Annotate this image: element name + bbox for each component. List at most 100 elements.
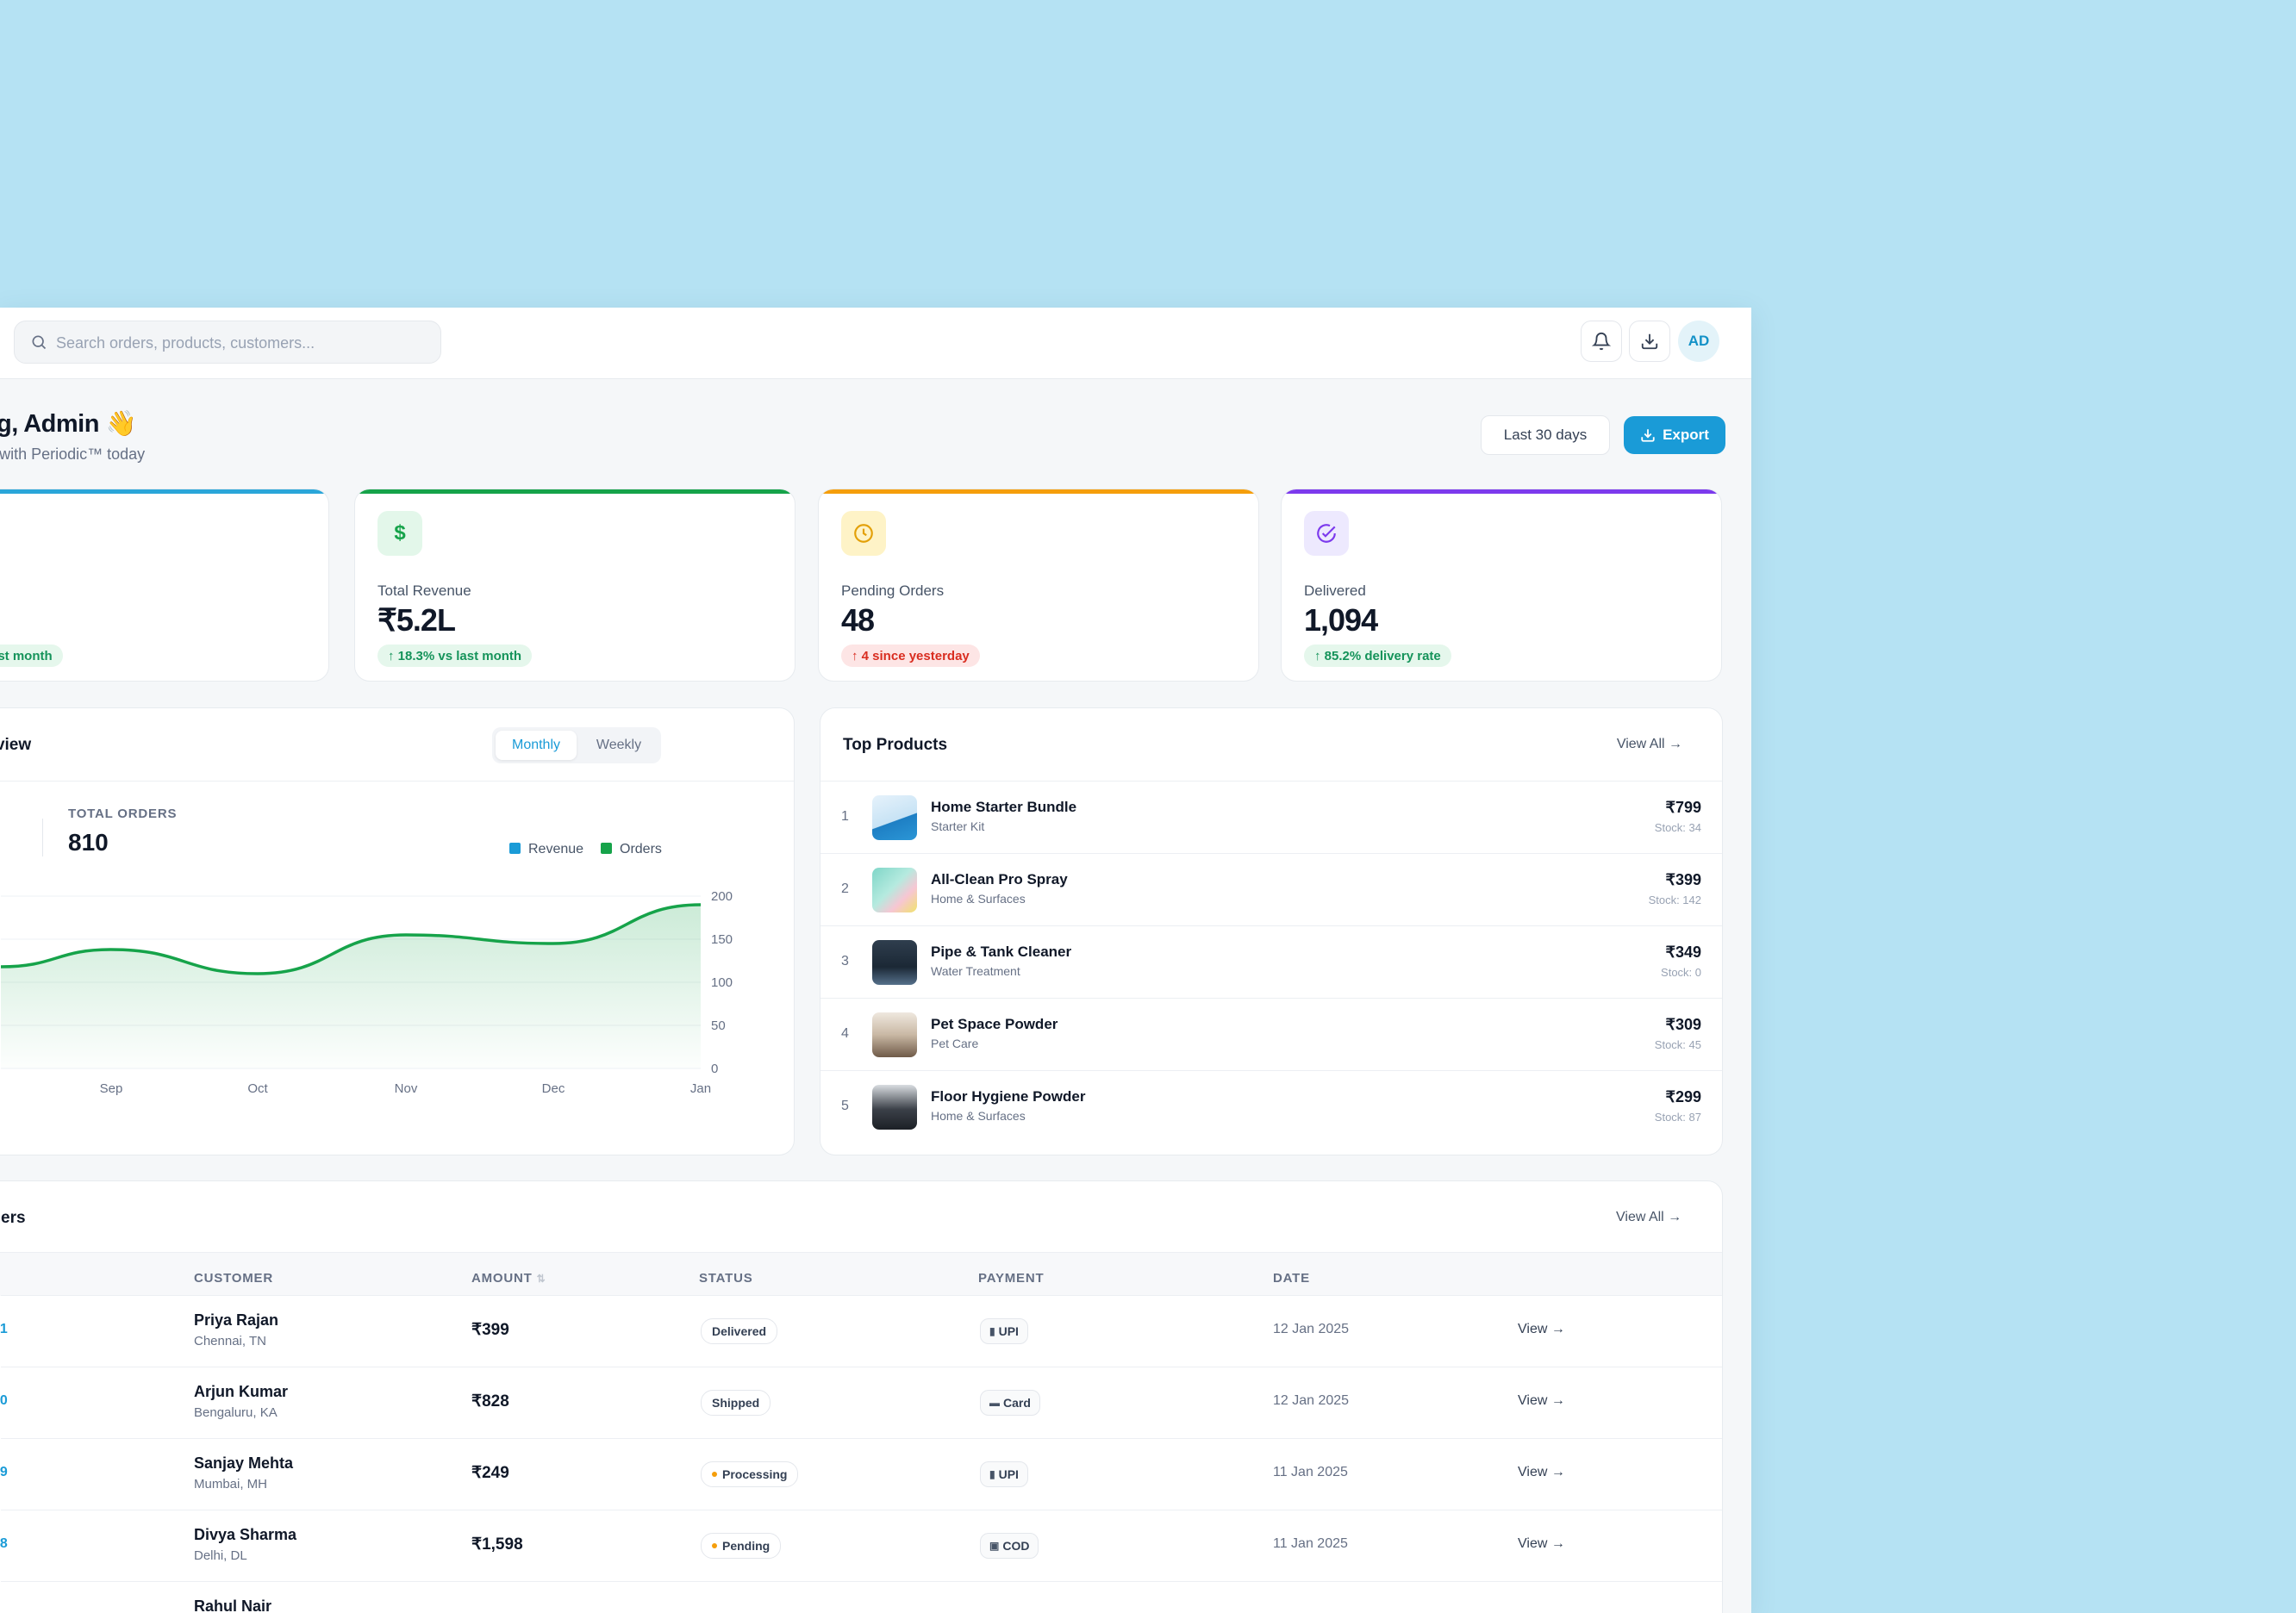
status-badge: Shipped — [701, 1390, 771, 1416]
overview-title: erview — [0, 736, 32, 754]
y-tick-label: 0 — [711, 1062, 718, 1076]
bell-icon — [1592, 333, 1611, 351]
table-row: Rahul Nair — [1, 1581, 1722, 1613]
payment-badge: ▬ Card — [980, 1390, 1040, 1416]
order-amount: ₹399 — [471, 1321, 509, 1339]
table-header — [0, 1252, 1722, 1296]
stat-label: Pending Orders — [841, 582, 945, 599]
stat-delta: ↑ 4 since yesterday — [841, 645, 980, 667]
view-order-link[interactable]: View → — [1518, 1465, 1565, 1479]
view-all-orders-link[interactable]: View All → — [1616, 1210, 1682, 1224]
y-tick-label: 50 — [711, 1018, 726, 1033]
status-label: Delivered — [712, 1324, 767, 1338]
order-date: 11 Jan 2025 — [1273, 1465, 1348, 1479]
order-amount: ₹828 — [471, 1392, 509, 1411]
view-order-link[interactable]: View → — [1518, 1322, 1565, 1336]
divider — [42, 819, 43, 856]
view-all-products-link[interactable]: View All → — [1616, 737, 1682, 751]
phone-icon: ▮ — [989, 1468, 995, 1480]
stat-label: Total Revenue — [377, 582, 471, 599]
product-thumbnail — [872, 868, 917, 912]
stat-accent-bar — [355, 489, 795, 494]
order-id-link[interactable]: 19 — [0, 1465, 8, 1479]
date-range-button[interactable]: Last 30 days — [1481, 415, 1610, 455]
notifications-button[interactable] — [1581, 321, 1622, 362]
avatar[interactable]: AD — [1678, 321, 1719, 362]
product-thumbnail — [872, 795, 917, 840]
tab-weekly[interactable]: Weekly — [596, 738, 642, 752]
column-header-date[interactable]: DATE — [1273, 1271, 1310, 1286]
stat-accent-bar — [0, 489, 328, 494]
product-rank: 3 — [841, 954, 849, 968]
stat-card-pending: Pending Orders 48 ↑ 4 since yesterday — [818, 489, 1259, 682]
product-price: ₹349 — [1665, 944, 1701, 961]
payment-label: UPI — [998, 1324, 1019, 1338]
stat-value: 1,094 — [1304, 602, 1378, 638]
product-list: 1 Home Starter Bundle Starter Kit ₹799 Stock… — [820, 781, 1722, 1155]
product-price: ₹299 — [1665, 1088, 1701, 1105]
order-id-link[interactable]: 20 — [0, 1393, 8, 1408]
product-name: Floor Hygiene Powder — [931, 1088, 1086, 1105]
payment-badge: ▣ COD — [980, 1533, 1039, 1559]
overview-card: erview Monthly Weekly UE TOTAL ORDERS 81… — [0, 707, 795, 1155]
column-header-customer[interactable]: CUSTOMER — [194, 1271, 273, 1286]
product-rank: 5 — [841, 1099, 849, 1113]
legend-swatch — [601, 843, 612, 854]
product-row[interactable]: 3 Pipe & Tank Cleaner Water Treatment ₹349 S… — [820, 925, 1722, 999]
column-header-amount[interactable]: AMOUNT ⇅ — [471, 1271, 546, 1286]
customer-location: Chennai, TN — [194, 1334, 266, 1348]
app-window: AD ning, Admin 👋 ppening with Periodic™ … — [0, 308, 1751, 1613]
stat-label: Delivered — [1304, 582, 1366, 599]
product-row[interactable]: 5 Floor Hygiene Powder Home & Surfaces ₹299… — [820, 1070, 1722, 1143]
view-order-link[interactable]: View → — [1518, 1393, 1565, 1408]
product-stock: Stock: 45 — [1654, 1038, 1701, 1051]
stat-value: 48 — [841, 602, 875, 638]
customer-name: Rahul Nair — [194, 1597, 272, 1613]
payment-badge: ▮ UPI — [980, 1461, 1028, 1487]
stat-card-delivered: Delivered 1,094 ↑ 85.2% delivery rate — [1281, 489, 1722, 682]
status-label: Shipped — [712, 1396, 760, 1410]
phone-icon: ▮ — [989, 1325, 995, 1337]
view-order-link[interactable]: View → — [1518, 1536, 1565, 1551]
product-row[interactable]: 1 Home Starter Bundle Starter Kit ₹799 Stock… — [820, 781, 1722, 854]
recent-orders-card: ers View All → CUSTOMER AMOUNT ⇅ STATUS … — [0, 1180, 1723, 1613]
top-products-card: Top Products View All → 1 Home Starter Bu… — [820, 707, 1723, 1155]
product-thumbnail — [872, 940, 917, 985]
download-button[interactable] — [1629, 321, 1670, 362]
period-toggle: Monthly Weekly — [492, 727, 661, 763]
product-price: ₹799 — [1665, 799, 1701, 816]
product-category: Home & Surfaces — [931, 1109, 1026, 1123]
x-tick-label: Sep — [100, 1081, 123, 1096]
order-date: 12 Jan 2025 — [1273, 1322, 1350, 1336]
total-orders-label: TOTAL ORDERS — [68, 806, 178, 821]
order-amount: ₹1,598 — [471, 1535, 523, 1554]
y-tick-label: 200 — [711, 889, 733, 904]
export-button[interactable]: Export — [1624, 416, 1725, 454]
status-badge: Pending — [701, 1533, 782, 1559]
customer-name: Priya Rajan — [194, 1311, 279, 1329]
customer-location: Mumbai, MH — [194, 1477, 268, 1492]
column-header-payment[interactable]: PAYMENT — [978, 1271, 1045, 1286]
product-category: Water Treatment — [931, 964, 1020, 978]
search-box[interactable] — [14, 321, 441, 364]
product-category: Pet Care — [931, 1037, 979, 1050]
overview-chart: 200 150 100 50 0 Sep Oct Nov Dec Jan Revenue Orders — [0, 842, 733, 1096]
customer-location: Bengaluru, KA — [194, 1405, 278, 1420]
product-name: All-Clean Pro Spray — [931, 871, 1068, 887]
column-header-status[interactable]: STATUS — [699, 1271, 753, 1286]
product-category: Home & Surfaces — [931, 892, 1026, 906]
legend-label: Orders — [620, 842, 662, 856]
stat-delta: ↑ 85.2% delivery rate — [1304, 645, 1451, 667]
order-id-link[interactable]: 21 — [0, 1322, 8, 1336]
x-tick-label: Jan — [690, 1081, 711, 1096]
product-row[interactable]: 2 All-Clean Pro Spray Home & Surfaces ₹399 S… — [820, 853, 1722, 926]
sort-icon: ⇅ — [536, 1273, 546, 1285]
search-input[interactable] — [54, 321, 428, 364]
payment-badge: ▮ UPI — [980, 1318, 1028, 1344]
order-date: 12 Jan 2025 — [1273, 1393, 1350, 1408]
product-row[interactable]: 4 Pet Space Powder Pet Care ₹309 Stock: 45 — [820, 998, 1722, 1071]
order-id-link[interactable]: 18 — [0, 1536, 8, 1551]
payment-label: COD — [1002, 1539, 1030, 1553]
tab-monthly[interactable]: Monthly — [496, 731, 577, 760]
